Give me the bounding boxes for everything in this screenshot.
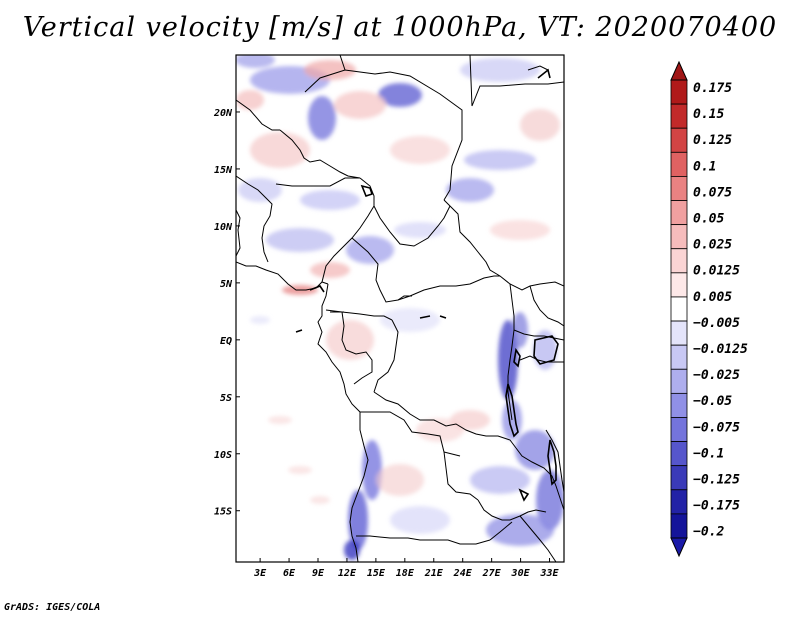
- colorbar-label: −0.2: [693, 525, 724, 540]
- software-credit: GrADS: IGES/COLA: [4, 602, 101, 613]
- lake-kariba: [518, 488, 530, 502]
- longitude-axis: 3E 6E 9E 12E 15E 18E 21E 24E 27E 30E 33E: [253, 558, 560, 579]
- lat-tick-label: 15S: [214, 507, 232, 518]
- colorbar-segment: [670, 200, 688, 226]
- map-frame: [235, 54, 565, 563]
- lon-tick-label: 6E: [283, 568, 296, 579]
- colorbar-segment: [670, 392, 688, 418]
- colorbar-label: 0.0125: [693, 264, 740, 279]
- lat-tick-label: 5N: [220, 279, 233, 290]
- colorbar-bottom-arrow: [670, 537, 688, 558]
- colorbar-label: −0.1: [693, 446, 724, 461]
- lon-tick-label: 3E: [253, 568, 267, 579]
- colorbar-label: 0.15: [693, 107, 724, 122]
- lake-malawi: [547, 439, 557, 486]
- lon-tick-label: 24E: [453, 568, 473, 579]
- colorbar-label: 0.025: [693, 238, 732, 253]
- colorbar-segment: [670, 513, 688, 539]
- colorbar-label: 0.05: [693, 212, 724, 227]
- sao-tome: [295, 329, 303, 333]
- colorbar-label: −0.125: [693, 473, 740, 488]
- red-sea-coast: [537, 68, 551, 79]
- lat-tick-label: 20N: [213, 108, 233, 119]
- lake-chad: [360, 184, 374, 197]
- colorbar-segment: [670, 344, 688, 370]
- bioko-island: [309, 285, 325, 293]
- colorbar-label: 0.125: [693, 133, 732, 148]
- lon-tick-label: 33E: [539, 568, 559, 579]
- colorbar-label: −0.005: [693, 316, 740, 331]
- lon-tick-label: 12E: [338, 568, 357, 579]
- lake-victoria: [533, 335, 559, 365]
- chart-title: Vertical velocity [m/s] at 1000hPa, VT: …: [22, 12, 778, 43]
- lat-tick-label: EQ: [220, 336, 232, 347]
- lon-tick-label: 15E: [367, 568, 386, 579]
- lake-tanganyika: [505, 383, 519, 438]
- congo-river-marks: [419, 315, 447, 319]
- colorbar-segment: [670, 224, 688, 250]
- colorbar-segment: [670, 151, 688, 177]
- colorbar-label: −0.0125: [693, 342, 748, 357]
- colorbar-segments: [670, 79, 688, 539]
- colorbar-segment: [670, 489, 688, 515]
- colorbar-segment: [670, 176, 688, 201]
- colorbar-segment: [670, 127, 688, 153]
- lat-tick-label: 5S: [220, 393, 232, 404]
- velocity-shading: [236, 55, 564, 560]
- colorbar-segment: [670, 368, 688, 394]
- colorbar-label: 0.1: [693, 159, 716, 174]
- colorbar-label: 0.005: [693, 290, 732, 305]
- colorbar-label: −0.175: [693, 499, 740, 514]
- colorbar-label: 0.175: [693, 81, 732, 96]
- colorbar-segment: [670, 465, 688, 491]
- colorbar-segment: [670, 417, 688, 442]
- lon-tick-label: 18E: [396, 568, 415, 579]
- lat-tick-label: 10S: [214, 450, 232, 461]
- colorbar-segment: [670, 248, 688, 274]
- colorbar-label: −0.075: [693, 420, 740, 435]
- lake-kivu: [513, 347, 521, 368]
- lat-tick-label: 15N: [214, 165, 233, 176]
- colorbar-segment: [670, 272, 688, 298]
- lon-tick-label: 27E: [482, 568, 502, 579]
- colorbar-segment: [670, 296, 688, 322]
- lon-tick-label: 30E: [511, 568, 531, 579]
- colorbar: 0.175 0.15 0.125 0.1 0.075 0.05 0.025 0.0125 0.0…: [670, 60, 748, 558]
- colorbar-segment: [670, 441, 688, 467]
- colorbar-segment: [670, 103, 688, 129]
- colorbar-top-arrow: [670, 60, 688, 81]
- latitude-axis: 20N 15N 10N 5N EQ 5S 10S 15S: [213, 108, 240, 518]
- map-panel: 20N 15N 10N 5N EQ 5S 10S 15S 3E 6E 9E 12E 15E 18E 21E…: [213, 54, 565, 579]
- colorbar-segment: [670, 79, 688, 105]
- colorbar-labels: 0.175 0.15 0.125 0.1 0.075 0.05 0.025 0.0125 0.0…: [693, 81, 748, 540]
- lon-tick-label: 21E: [424, 568, 444, 579]
- lat-tick-label: 10N: [214, 222, 233, 233]
- lon-tick-label: 9E: [312, 568, 325, 579]
- lakes: [295, 68, 559, 502]
- colorbar-label: −0.05: [693, 394, 732, 409]
- colorbar-label: 0.075: [693, 185, 732, 200]
- colorbar-segment: [670, 320, 688, 346]
- colorbar-label: −0.025: [693, 368, 740, 383]
